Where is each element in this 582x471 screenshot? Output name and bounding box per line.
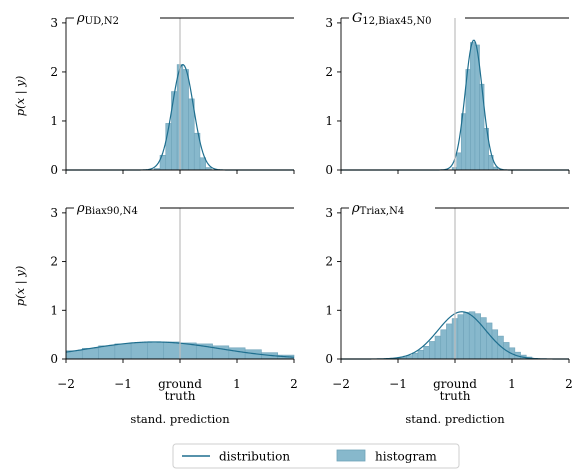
- panel-title: ρUD,N2: [76, 11, 119, 27]
- hist-bar: [468, 311, 476, 360]
- hist-bar: [182, 69, 189, 171]
- x-tick-label-truth: truth: [440, 389, 471, 403]
- hist-bar: [434, 335, 442, 360]
- hist-bar: [417, 349, 424, 360]
- hist-bar: [199, 157, 206, 171]
- y-tick-label: 2: [50, 255, 58, 269]
- panels: ρUD,N2 0 1 2 3 G12,Biax45,N0 0 1 2 3 ρBiax90,N4 0 1 2…: [50, 11, 572, 403]
- panel-1: ρUD,N2 0 1 2 3: [50, 11, 295, 177]
- hist-bar: [423, 346, 430, 360]
- panel-title: ρTriax,N4: [351, 201, 404, 217]
- legend-line-label: distribution: [219, 450, 290, 464]
- y-tick-label: 0: [50, 163, 58, 177]
- hist-bar: [429, 341, 436, 360]
- y-tick-label: 1: [50, 303, 58, 317]
- hist-bar: [486, 322, 493, 360]
- y-tick-label: 0: [325, 352, 333, 366]
- x-tick-label: −1: [114, 377, 132, 391]
- xlabel-left: stand. prediction: [130, 412, 230, 426]
- hist-bar: [147, 341, 165, 360]
- x-tick-label-truth: truth: [165, 389, 196, 403]
- ylabel-bottom: p(x | y): [13, 266, 28, 307]
- x-tick-label-ground: ground: [158, 377, 202, 391]
- ylabel-top: p(x | y): [13, 76, 28, 117]
- x-tick-label: 2: [565, 377, 573, 391]
- hist-bar: [463, 311, 470, 360]
- hist-bar: [411, 352, 419, 360]
- y-tick-label: 3: [50, 16, 58, 30]
- hist-bar: [446, 323, 453, 360]
- xlabel-right: stand. prediction: [405, 412, 505, 426]
- hist-bar: [163, 341, 181, 360]
- hist-bar: [480, 317, 487, 360]
- hist-bar: [114, 343, 132, 360]
- y-tick-label: 3: [325, 16, 333, 30]
- x-tick-label: −2: [332, 377, 350, 391]
- x-tick-label: 2: [290, 377, 298, 391]
- y-tick-label: 2: [50, 65, 58, 79]
- legend-hist-swatch: [336, 449, 366, 462]
- x-tick-label: −2: [57, 377, 75, 391]
- y-tick-label: 3: [50, 206, 58, 220]
- hist-bar: [491, 329, 499, 360]
- legend: distribution histogram: [172, 443, 460, 469]
- hist-bar: [456, 152, 462, 171]
- y-tick-label: 2: [325, 255, 333, 269]
- y-tick-label: 0: [325, 163, 333, 177]
- hist-bar: [470, 42, 476, 171]
- legend-box: [172, 443, 460, 469]
- hist-bar: [406, 355, 413, 360]
- hist-bar: [98, 345, 116, 360]
- y-tick-label: 0: [50, 352, 58, 366]
- hist-bar: [457, 314, 464, 360]
- x-tick-label: 1: [233, 377, 241, 391]
- x-tick-label: 1: [508, 377, 516, 391]
- legend-hist-label: histogram: [375, 450, 437, 464]
- y-tick-label: 3: [325, 206, 333, 220]
- hist-bar: [440, 329, 447, 360]
- panel-2: G12,Biax45,N0 0 1 2 3: [325, 11, 570, 177]
- hist-bar: [130, 342, 148, 360]
- y-tick-label: 1: [50, 114, 58, 128]
- y-tick-label: 1: [325, 114, 333, 128]
- panel-title: G12,Biax45,N0: [352, 11, 431, 27]
- y-tick-label: 1: [325, 303, 333, 317]
- x-tick-label: −1: [389, 377, 407, 391]
- y-tick-label: 2: [325, 65, 333, 79]
- panel-title: ρBiax90,N4: [76, 201, 138, 217]
- x-tick-label-ground: ground: [433, 377, 477, 391]
- hist-bar: [228, 347, 246, 360]
